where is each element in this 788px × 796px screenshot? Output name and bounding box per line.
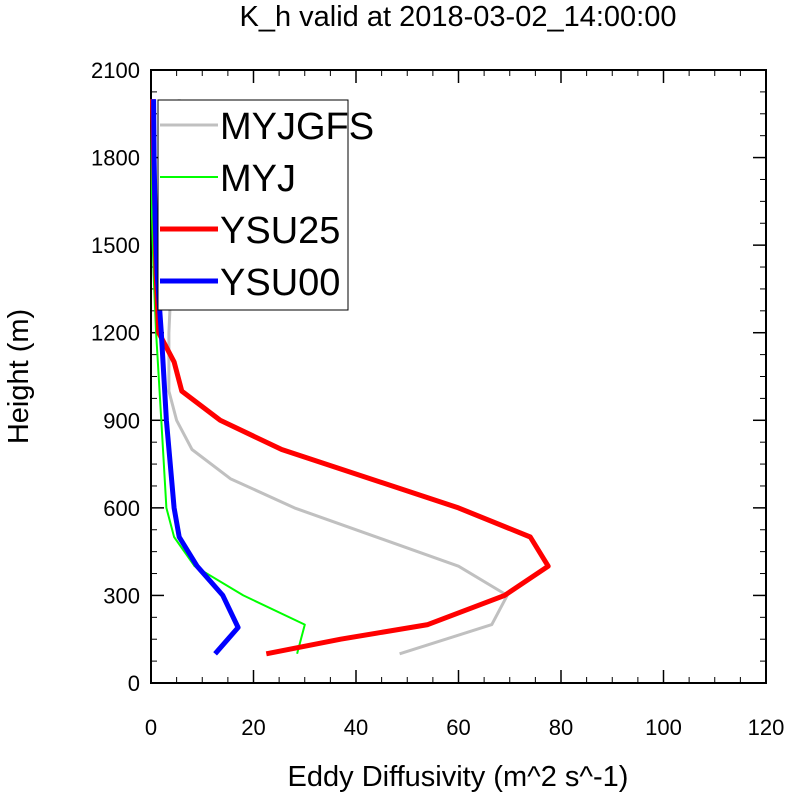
y-axis-title: Height (m)	[3, 309, 35, 444]
series-line-myj	[150, 99, 306, 655]
y-tick-label: 0	[128, 671, 140, 696]
x-tick-label: 0	[145, 715, 157, 740]
legend-label-ysu25: YSU25	[220, 210, 340, 252]
y-tick-label: 1200	[91, 321, 140, 346]
y-tick-label: 300	[103, 583, 140, 608]
chart-title: K_h valid at 2018-03-02_14:00:00	[240, 1, 677, 33]
legend: MYJGFS MYJ YSU25 YSU00	[157, 99, 374, 311]
x-tick-label: 120	[748, 715, 785, 740]
x-tick-label: 80	[549, 715, 573, 740]
y-tick-label: 1500	[91, 233, 140, 258]
y-tick-label: 2100	[91, 58, 140, 83]
x-tick-label: 40	[344, 715, 368, 740]
major-ticks	[150, 69, 767, 684]
series-line-ysu00	[151, 99, 241, 656]
x-axis-title: Eddy Diffusivity (m^2 s^-1)	[288, 761, 629, 793]
minor-ticks	[151, 70, 766, 683]
y-tick-label: 900	[103, 408, 140, 433]
legend-label-myjgfs: MYJGFS	[220, 106, 374, 148]
legend-label-ysu00: YSU00	[220, 262, 340, 304]
legend-label-myj: MYJ	[220, 158, 296, 200]
y-tick-label: 600	[103, 496, 140, 521]
y-tick-labels: 0 300 600 900 1200 1500 1800 2100	[91, 58, 140, 696]
x-tick-labels: 0 20 40 60 80 100 120	[145, 715, 784, 740]
y-tick-label: 1800	[91, 146, 140, 171]
legend-box	[157, 99, 349, 311]
x-tick-label: 100	[645, 715, 682, 740]
x-tick-label: 20	[241, 715, 265, 740]
x-tick-label: 60	[446, 715, 470, 740]
